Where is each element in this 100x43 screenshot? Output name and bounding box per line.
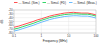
x-axis-label: Frequency (MHz) [43, 39, 68, 43]
y-tick-label: -50 [8, 20, 13, 24]
plot-frame [14, 10, 96, 33]
legend: --- Simul. (Sim.) --- Simul. (FD) --- Simu… [14, 1, 97, 5]
x-tick-label: 1 [40, 34, 42, 38]
legend-swatch [14, 2, 18, 3]
series-line [14, 16, 96, 31]
plot-area [14, 10, 96, 33]
x-tick-label: 10 [67, 34, 71, 38]
grid [14, 10, 96, 33]
y-axis-label: dB [0, 20, 4, 24]
legend-label: --- Simul. (Meas.) [74, 1, 97, 5]
lines [14, 12, 96, 31]
y-tick-label: -80 [8, 31, 13, 35]
y-tick-label: -20 [8, 8, 13, 12]
y-tick-label: -70 [8, 27, 13, 31]
y-tick-label: -60 [8, 23, 13, 27]
y-tick-label: -30 [8, 12, 13, 16]
y-tick-label: -40 [8, 16, 13, 20]
y-grid-line [14, 21, 96, 22]
chart: 0.1110100-80-70-60-50-40-30-20Frequency … [0, 0, 100, 43]
legend-label: --- Simul. (Sim.) [19, 1, 40, 5]
legend-item: --- Simul. (Meas.) [69, 1, 97, 5]
legend-label: --- Simul. (FD) [47, 1, 66, 5]
x-tick-label: 100 [93, 34, 98, 38]
y-grid-line [14, 29, 96, 30]
legend-swatch [69, 2, 73, 3]
legend-item: --- Simul. (FD) [43, 1, 67, 5]
legend-item: --- Simul. (Sim.) [14, 1, 40, 5]
legend-swatch [43, 2, 47, 3]
